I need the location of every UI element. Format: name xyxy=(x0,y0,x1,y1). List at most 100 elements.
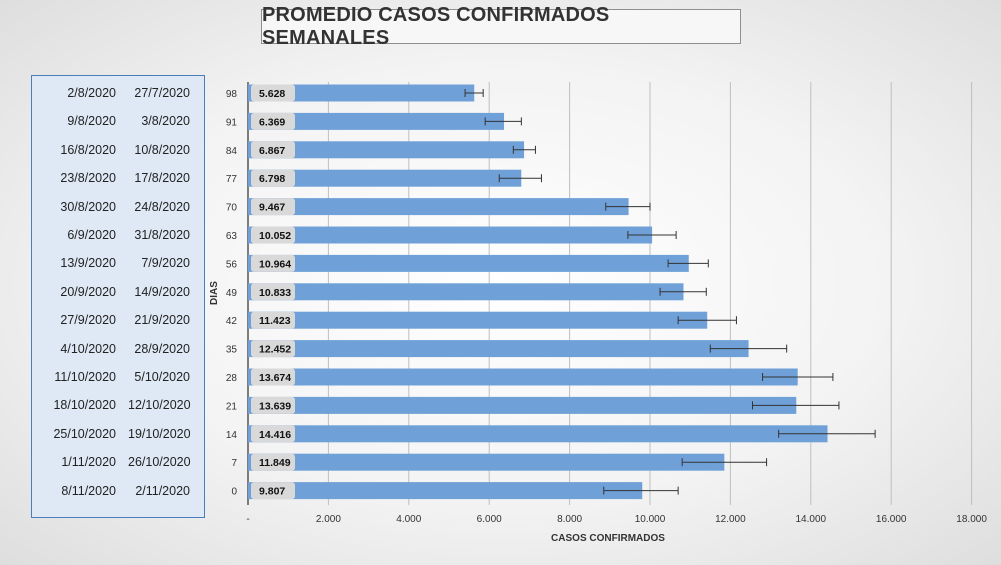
date-end: 8/11/2020 xyxy=(61,483,116,498)
data-label-bg xyxy=(251,340,295,358)
x-axis-label: CASOS CONFIRMADOS xyxy=(551,533,665,544)
y-tick-label: 91 xyxy=(226,117,238,128)
bar xyxy=(248,141,525,159)
bar xyxy=(248,482,643,500)
date-start: 19/10/2020 xyxy=(128,426,191,441)
bar xyxy=(248,368,798,386)
x-tick-label: 10.000 xyxy=(635,514,666,525)
bar xyxy=(248,198,629,216)
date-end: 13/9/2020 xyxy=(60,256,116,271)
date-start: 14/9/2020 xyxy=(134,284,190,299)
data-label-bg xyxy=(251,84,295,102)
x-tick-label: 8.000 xyxy=(557,514,582,525)
data-label-bg xyxy=(251,254,295,272)
x-tick-label: 4.000 xyxy=(396,514,421,525)
data-label-bg xyxy=(251,453,295,471)
date-start: 7/9/2020 xyxy=(141,256,190,271)
bar xyxy=(248,340,749,358)
data-label-bg xyxy=(251,396,295,414)
bar xyxy=(248,283,684,301)
bar xyxy=(248,254,689,272)
y-tick-label: 98 xyxy=(226,89,238,100)
bar xyxy=(248,84,475,102)
data-label-bg xyxy=(251,311,295,329)
data-label-bg xyxy=(251,283,295,301)
x-tick-label: 18.000 xyxy=(956,514,987,525)
data-label-bg xyxy=(251,425,295,443)
data-label: 10.964 xyxy=(259,258,291,270)
date-start: 2/11/2020 xyxy=(135,483,190,498)
bar xyxy=(248,226,653,244)
x-tick-label: - xyxy=(246,514,249,525)
chart-title: PROMEDIO CASOS CONFIRMADOS SEMANALES xyxy=(261,4,741,49)
data-label: 6.798 xyxy=(259,173,285,185)
data-label: 11.849 xyxy=(259,457,291,469)
date-start: 28/9/2020 xyxy=(134,341,190,356)
data-label: 6.369 xyxy=(259,116,285,128)
data-label: 9.467 xyxy=(259,202,285,214)
y-tick-label: 70 xyxy=(226,203,238,214)
date-start: 10/8/2020 xyxy=(134,142,190,157)
date-start: 21/9/2020 xyxy=(134,313,190,328)
date-start: 24/8/2020 xyxy=(134,199,190,214)
date-end: 25/10/2020 xyxy=(53,426,116,441)
data-label: 10.052 xyxy=(259,230,291,242)
data-label: 11.423 xyxy=(259,315,291,327)
date-end: 27/9/2020 xyxy=(60,313,116,328)
y-tick-label: 63 xyxy=(226,231,238,242)
data-label-bg xyxy=(251,482,295,500)
x-tick-label: 6.000 xyxy=(477,514,502,525)
date-end: 23/8/2020 xyxy=(60,171,116,186)
data-label-bg xyxy=(251,226,295,244)
y-tick-label: 84 xyxy=(226,146,238,157)
date-start: 17/8/2020 xyxy=(134,171,190,186)
date-end: 9/8/2020 xyxy=(67,114,116,129)
data-label: 12.452 xyxy=(259,344,291,356)
x-tick-label: 14.000 xyxy=(796,514,827,525)
date-start: 12/10/2020 xyxy=(128,398,191,413)
data-label: 10.833 xyxy=(259,287,291,299)
data-label: 13.639 xyxy=(259,400,291,412)
y-tick-label: 28 xyxy=(226,373,238,384)
data-label: 5.628 xyxy=(259,88,285,100)
data-label-bg xyxy=(251,169,295,187)
date-end: 2/8/2020 xyxy=(67,86,116,100)
data-label: 14.416 xyxy=(259,429,291,441)
data-label-bg xyxy=(251,141,295,159)
date-start: 3/8/2020 xyxy=(141,114,190,129)
date-start: 27/7/2020 xyxy=(134,86,190,100)
y-tick-label: 49 xyxy=(226,288,238,299)
x-tick-label: 2.000 xyxy=(316,514,341,525)
y-tick-label: 14 xyxy=(226,430,238,441)
date-end: 4/10/2020 xyxy=(60,341,116,356)
data-label: 6.867 xyxy=(259,145,285,157)
date-end: 30/8/2020 xyxy=(60,199,116,214)
y-tick-label: 21 xyxy=(226,401,238,412)
bar xyxy=(248,425,828,443)
y-tick-label: 77 xyxy=(226,174,238,185)
y-tick-label: 0 xyxy=(231,487,237,498)
date-end: 11/10/2020 xyxy=(54,370,116,384)
bar xyxy=(248,453,725,471)
bar xyxy=(248,169,522,187)
data-label-bg xyxy=(251,198,295,216)
y-tick-label: 42 xyxy=(226,316,238,327)
bar xyxy=(248,112,505,130)
date-end: 16/8/2020 xyxy=(60,142,116,157)
data-label: 9.807 xyxy=(259,486,285,498)
y-tick-label: 7 xyxy=(231,458,237,469)
y-tick-label: 56 xyxy=(226,259,238,270)
y-tick-label: 35 xyxy=(226,345,238,356)
bar xyxy=(248,311,708,329)
date-end: 6/9/2020 xyxy=(67,228,116,242)
data-label-bg xyxy=(251,368,295,386)
date-start: 26/10/2020 xyxy=(128,455,191,470)
data-label-bg xyxy=(251,112,295,130)
data-label: 13.674 xyxy=(259,372,291,384)
x-tick-label: 16.000 xyxy=(876,514,907,525)
date-end: 1/11/2020 xyxy=(61,455,116,470)
date-ranges-panel: 2/8/2020 27/7/2020 9/8/2020 3/8/2020 16/8/20… xyxy=(31,75,205,518)
date-end: 18/10/2020 xyxy=(53,398,116,413)
bar xyxy=(248,396,797,414)
